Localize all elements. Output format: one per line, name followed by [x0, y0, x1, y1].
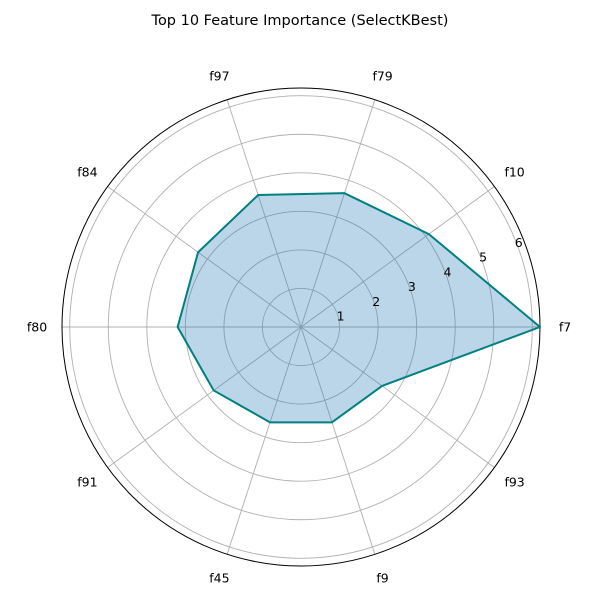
- r-tick-label-6: 6: [515, 235, 523, 250]
- spoke-f97: [226, 99, 302, 328]
- spoke-f84: [107, 186, 302, 328]
- data-layer: [176, 192, 541, 424]
- r-tick-label-5: 5: [479, 250, 487, 265]
- spoke-f79: [300, 99, 376, 328]
- label-layer: f7 f10 f79 f97 f84 f80 f91 f45 f9 f93 1 2 3 4 5 6: [27, 68, 571, 585]
- category-label-f9: f9: [376, 571, 388, 586]
- r-tick-label-4: 4: [444, 265, 452, 280]
- spoke-f91: [107, 326, 302, 468]
- category-label-f79: f79: [372, 68, 392, 83]
- r-tick-label-1: 1: [337, 309, 345, 324]
- category-label-f45: f45: [209, 571, 229, 586]
- spoke-f93: [300, 326, 495, 468]
- chart-title: Top 10 Feature Importance (SelectKBest): [151, 13, 449, 29]
- spoke-f45: [226, 326, 302, 555]
- spoke-f9: [300, 326, 376, 555]
- series-area: [177, 193, 540, 423]
- category-label-f84: f84: [77, 164, 97, 179]
- r-tick-label-2: 2: [372, 294, 380, 309]
- series-line: [176, 192, 541, 424]
- r-tick-label-3: 3: [408, 279, 416, 294]
- category-label-f97: f97: [209, 68, 229, 83]
- category-label-f80: f80: [27, 320, 47, 335]
- category-label-f7: f7: [559, 320, 571, 335]
- category-label-f10: f10: [504, 164, 524, 179]
- spoke-f10: [300, 186, 495, 328]
- category-label-f91: f91: [77, 475, 97, 490]
- grid-layer: [61, 87, 541, 567]
- category-label-f93: f93: [504, 475, 524, 490]
